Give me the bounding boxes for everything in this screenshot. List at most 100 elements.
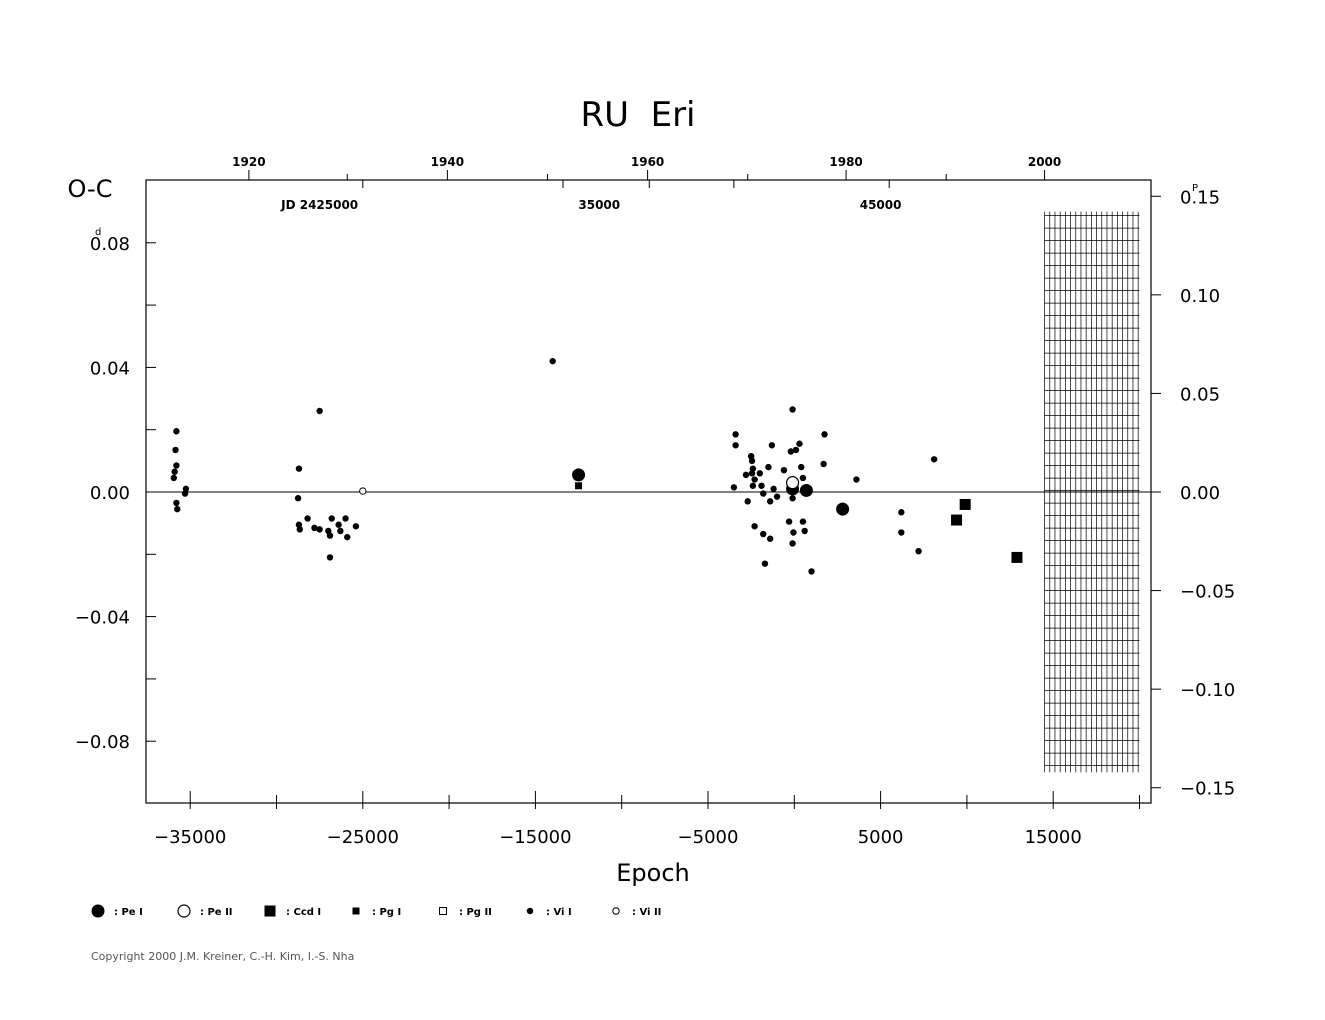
y-right-tick-label: 0.05 — [1180, 384, 1220, 405]
point-vi1 — [785, 518, 793, 525]
point-vi1 — [326, 554, 334, 561]
x-tick-label: −5000 — [678, 827, 739, 848]
y-right-tick-label: −0.05 — [1180, 582, 1235, 603]
point-pe1 — [836, 502, 850, 516]
x-tick-label: 15000 — [1025, 827, 1082, 848]
legend-label-ccd1: : Ccd I — [286, 907, 321, 918]
y-right-tick-label: −0.15 — [1180, 779, 1235, 800]
point-vi1 — [316, 407, 323, 415]
point-vi1 — [294, 495, 302, 502]
year-tick-label: 1980 — [829, 155, 862, 169]
point-vi1 — [174, 505, 181, 513]
point-pe1 — [799, 483, 813, 497]
point-vi1 — [328, 515, 335, 522]
point-vi1 — [808, 568, 815, 575]
point-vi1 — [751, 523, 758, 530]
y-right-tick-label: 0.00 — [1180, 483, 1220, 504]
legend-marker-pe2 — [177, 904, 191, 918]
point-vi1 — [173, 428, 180, 435]
point-vi1 — [898, 529, 905, 536]
point-vi1 — [172, 446, 179, 454]
point-vi1 — [311, 524, 318, 532]
point-pe2 — [785, 476, 800, 490]
point-ccd1 — [959, 498, 971, 510]
point-vi1 — [760, 530, 767, 538]
y-left-tick-label: 0.00 — [90, 483, 130, 504]
point-vi1 — [799, 474, 807, 482]
point-vi1 — [798, 463, 805, 471]
x-tick-label: −15000 — [499, 827, 571, 848]
jd-label: JD 2425000 — [280, 198, 358, 212]
point-vi1 — [730, 484, 738, 491]
year-tick-label: 2000 — [1028, 155, 1061, 169]
y-left-unit: d — [95, 227, 101, 238]
legend-marker-ccd1 — [264, 905, 276, 917]
point-vi1 — [173, 499, 180, 507]
year-tick-label: 1960 — [631, 155, 664, 169]
point-pe1 — [572, 468, 586, 482]
point-vi1 — [780, 466, 788, 474]
point-vi1 — [181, 490, 189, 497]
point-vi1 — [770, 485, 777, 493]
legend-marker-pg2 — [439, 907, 447, 915]
point-vi1 — [173, 462, 180, 469]
point-vi1 — [742, 471, 750, 479]
point-vi1 — [768, 442, 776, 449]
legend-marker-vi2 — [612, 907, 620, 915]
point-vi1 — [748, 457, 756, 465]
legend-label-vi1: : Vi I — [546, 907, 572, 918]
legend-marker-pe1 — [91, 904, 105, 918]
copyright-notice: Copyright 2000 J.M. Kreiner, C.-H. Kim, … — [91, 950, 355, 963]
y-left-tick-label: −0.04 — [75, 608, 130, 629]
point-vi1 — [765, 463, 772, 471]
point-vi1 — [732, 431, 739, 438]
point-vi1 — [789, 495, 796, 502]
point-vi1 — [326, 532, 334, 539]
chart-title: RU Eri — [580, 95, 695, 135]
y-left-tick-label: 0.04 — [90, 358, 130, 379]
legend-label-pg2: : Pg II — [459, 907, 492, 918]
legend-label-pe1: : Pe I — [114, 907, 143, 918]
point-vi1 — [549, 357, 556, 365]
point-vi1 — [751, 476, 758, 483]
point-vi1 — [344, 533, 351, 541]
year-tick-label: 1940 — [431, 155, 464, 169]
point-vi1 — [801, 527, 808, 535]
point-vi1 — [352, 523, 360, 530]
point-vi1 — [820, 460, 827, 468]
point-vi1 — [756, 470, 763, 477]
y-left-tick-label: 0.08 — [90, 234, 130, 255]
x-tick-label: −35000 — [154, 827, 226, 848]
y-axis-label: O-C — [68, 175, 113, 203]
year-tick-label: 1920 — [232, 155, 265, 169]
point-vi1 — [748, 470, 756, 477]
point-vi2 — [359, 487, 367, 495]
point-vi1 — [732, 442, 739, 449]
point-vi1 — [744, 498, 751, 505]
x-axis-label: Epoch — [616, 859, 690, 887]
legend-marker-vi1 — [526, 907, 534, 915]
point-vi1 — [760, 490, 767, 497]
point-ccd1 — [1011, 551, 1023, 563]
point-vi1 — [821, 431, 828, 438]
jd-label: 35000 — [578, 198, 620, 212]
y-right-tick-label: −0.10 — [1180, 680, 1235, 701]
point-vi1 — [758, 482, 765, 489]
axes: −35000 −25000 −15000 −5000 5000 15000 0.08 0.04… — [75, 155, 1235, 848]
jd-label: 45000 — [860, 198, 902, 212]
point-vi1 — [171, 468, 178, 475]
point-pg1 — [575, 482, 583, 490]
point-vi1 — [337, 527, 344, 535]
legend-label-vi2: : Vi II — [632, 907, 661, 918]
point-vi1 — [789, 406, 796, 413]
point-vi1 — [790, 529, 797, 536]
point-vi1 — [295, 465, 303, 472]
point-vi1 — [789, 540, 796, 547]
point-vi1 — [766, 498, 774, 505]
point-vi1 — [304, 515, 311, 522]
legend-label-pe2: : Pe II — [200, 907, 233, 918]
y-left-tick-label: −0.08 — [75, 732, 130, 753]
point-vi1 — [296, 526, 304, 533]
y-right-tick-label: 0.10 — [1180, 286, 1220, 307]
point-vi1 — [930, 456, 938, 463]
